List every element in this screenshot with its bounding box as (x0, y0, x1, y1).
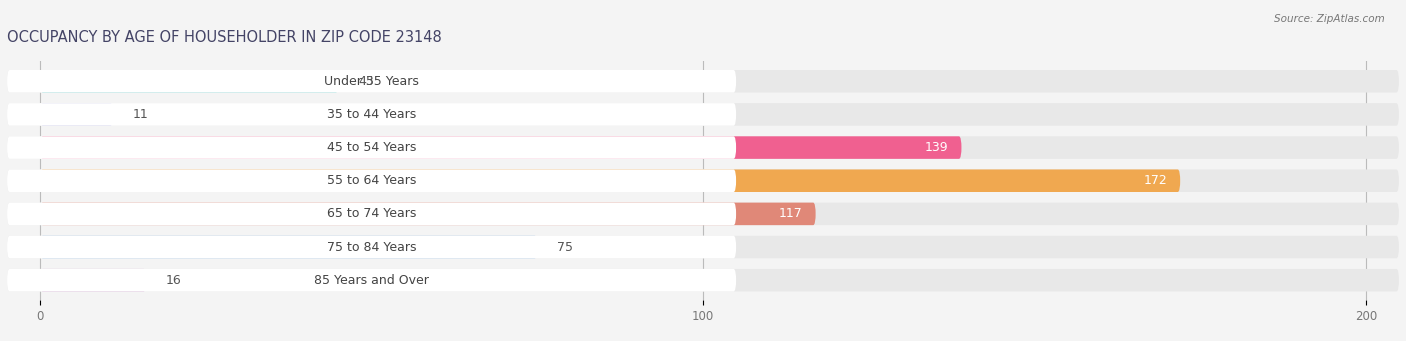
FancyBboxPatch shape (7, 136, 737, 159)
Text: Under 35 Years: Under 35 Years (325, 75, 419, 88)
FancyBboxPatch shape (7, 70, 737, 92)
FancyBboxPatch shape (41, 269, 146, 292)
FancyBboxPatch shape (41, 169, 1180, 192)
FancyBboxPatch shape (41, 236, 537, 258)
Text: 85 Years and Over: 85 Years and Over (314, 274, 429, 287)
Text: 172: 172 (1143, 174, 1167, 187)
FancyBboxPatch shape (41, 203, 815, 225)
Text: 75 to 84 Years: 75 to 84 Years (326, 240, 416, 254)
Text: 55 to 64 Years: 55 to 64 Years (328, 174, 416, 187)
FancyBboxPatch shape (41, 103, 112, 126)
FancyBboxPatch shape (7, 236, 737, 258)
Text: 35 to 44 Years: 35 to 44 Years (328, 108, 416, 121)
FancyBboxPatch shape (7, 103, 1399, 126)
Text: 11: 11 (134, 108, 149, 121)
FancyBboxPatch shape (7, 70, 1399, 92)
Text: OCCUPANCY BY AGE OF HOUSEHOLDER IN ZIP CODE 23148: OCCUPANCY BY AGE OF HOUSEHOLDER IN ZIP C… (7, 30, 441, 45)
Text: 139: 139 (925, 141, 948, 154)
FancyBboxPatch shape (7, 103, 737, 126)
FancyBboxPatch shape (7, 236, 1399, 258)
FancyBboxPatch shape (41, 70, 339, 92)
FancyBboxPatch shape (7, 169, 1399, 192)
Text: 16: 16 (166, 274, 181, 287)
Text: 45 to 54 Years: 45 to 54 Years (328, 141, 416, 154)
FancyBboxPatch shape (7, 203, 1399, 225)
Text: 65 to 74 Years: 65 to 74 Years (328, 207, 416, 220)
FancyBboxPatch shape (7, 269, 737, 292)
Text: Source: ZipAtlas.com: Source: ZipAtlas.com (1274, 14, 1385, 24)
FancyBboxPatch shape (7, 203, 737, 225)
FancyBboxPatch shape (7, 136, 1399, 159)
Text: 75: 75 (557, 240, 574, 254)
FancyBboxPatch shape (41, 136, 962, 159)
Text: 117: 117 (779, 207, 803, 220)
FancyBboxPatch shape (7, 169, 737, 192)
FancyBboxPatch shape (7, 269, 1399, 292)
Text: 45: 45 (359, 75, 374, 88)
